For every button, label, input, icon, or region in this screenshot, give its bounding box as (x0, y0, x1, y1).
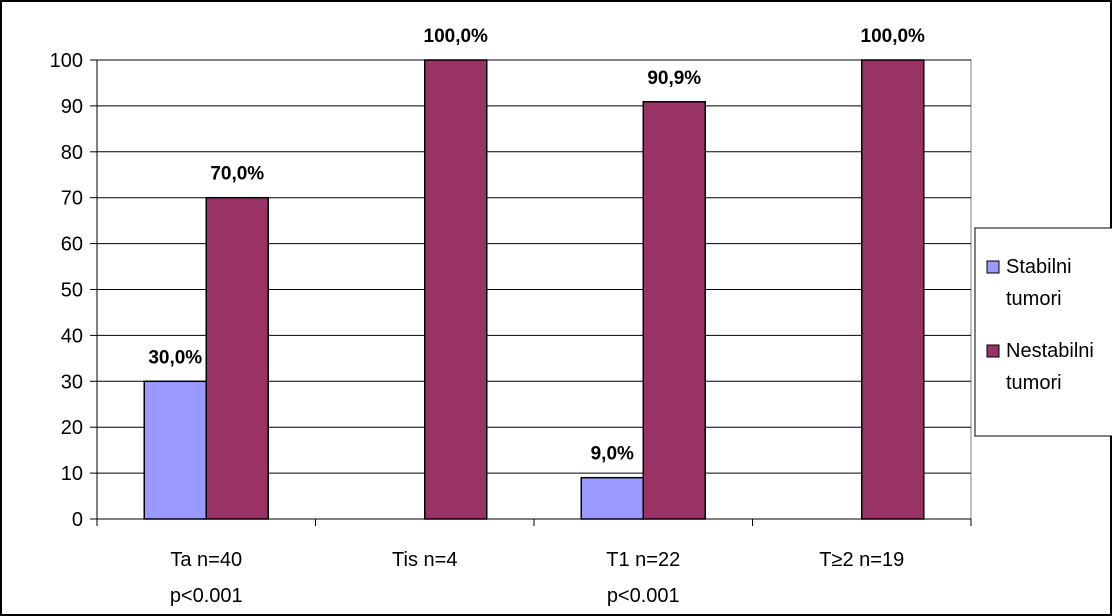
bar-nestabilni (643, 102, 705, 519)
y-tick-label: 0 (72, 509, 83, 531)
data-label: 100,0% (424, 26, 489, 47)
data-label: 30,0% (148, 347, 202, 368)
y-tick-label: 90 (61, 96, 83, 118)
y-tick-label: 10 (61, 463, 83, 485)
bar-stabilni (581, 478, 643, 519)
data-label: 9,0% (591, 444, 634, 465)
y-tick-label: 50 (61, 280, 83, 302)
y-tick-label: 20 (61, 417, 83, 439)
bar-nestabilni (206, 198, 268, 519)
data-label: 90,9% (647, 68, 701, 89)
data-label: 100,0% (861, 26, 926, 47)
y-tick-label: 40 (61, 325, 83, 347)
legend-swatch (987, 345, 999, 357)
y-tick-label: 100 (50, 50, 83, 72)
legend-swatch (987, 261, 999, 273)
x-category-label: T≥2 n=19 (819, 549, 904, 571)
y-tick-label: 60 (61, 234, 83, 256)
y-tick-label: 70 (61, 188, 83, 210)
bar-nestabilni (862, 60, 924, 519)
y-tick-label: 80 (61, 142, 83, 164)
x-category-label: Tis n=4 (392, 549, 457, 571)
y-tick-label: 30 (61, 371, 83, 393)
bar-stabilni (144, 381, 206, 519)
bar-nestabilni (425, 60, 487, 519)
data-label: 70,0% (210, 164, 264, 185)
